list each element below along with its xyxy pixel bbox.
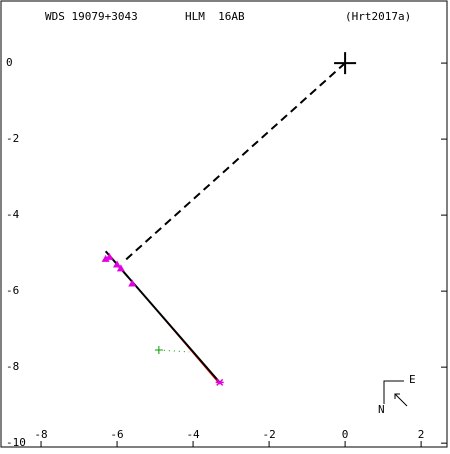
compass-east: E [409,373,416,386]
observation-point [101,254,110,262]
observation-point [105,252,114,260]
y-tick-label: 0 [6,56,13,69]
y-tick-label: -10 [6,436,26,449]
reference: (Hrt2017a) [345,10,411,23]
x-tick-label: -6 [110,428,123,441]
compass-north: N [378,403,385,416]
residual-point [154,346,163,355]
primary-star [334,52,357,75]
x-tick-label: 0 [342,428,349,441]
subtitle: HLM 16AB [185,10,245,23]
observation-point [116,264,125,272]
compass-arrowhead [394,393,400,399]
y-tick-label: -2 [6,132,19,145]
fit-line [104,250,221,384]
y-tick-label: -6 [6,284,19,297]
observation-point [128,279,137,287]
x-tick-label: -2 [262,428,275,441]
x-tick-label: -8 [34,428,47,441]
compass: E N [378,373,416,416]
residual-line [158,349,190,353]
x-tick-label: -4 [186,428,200,441]
y-tick-label: -4 [6,208,20,221]
observation-point [113,260,122,268]
last-observation [215,378,224,386]
chart-title: WDS 19079+3043 [45,10,138,23]
compass-axes [383,380,404,404]
y-tick-label: -8 [6,360,19,373]
x-tick-label: 2 [418,428,425,441]
compass-arrow [394,393,408,407]
connector-line [123,62,346,262]
